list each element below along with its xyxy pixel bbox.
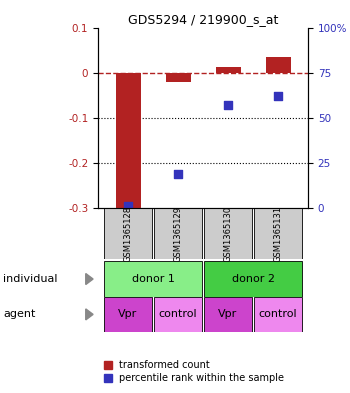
Point	[275, 93, 281, 99]
Bar	[104, 208, 152, 259]
Bar	[154, 297, 202, 332]
Text: donor 1: donor 1	[132, 274, 174, 284]
Bar	[104, 297, 152, 332]
Legend: transformed count, percentile rank within the sample: transformed count, percentile rank withi…	[103, 359, 285, 384]
Text: GSM1365129: GSM1365129	[174, 206, 182, 262]
Bar	[254, 297, 302, 332]
Bar	[154, 208, 202, 259]
Text: GSM1365130: GSM1365130	[224, 206, 232, 262]
Point	[225, 102, 231, 108]
Text: agent: agent	[4, 309, 36, 320]
Bar	[216, 67, 240, 73]
Bar	[204, 261, 302, 297]
Bar	[204, 208, 252, 259]
Point	[175, 171, 181, 177]
Bar	[254, 208, 302, 259]
Text: donor 2: donor 2	[231, 274, 274, 284]
Text: GSM1365131: GSM1365131	[273, 206, 282, 262]
Title: GDS5294 / 219900_s_at: GDS5294 / 219900_s_at	[128, 13, 278, 26]
Bar	[104, 261, 202, 297]
Text: Vpr: Vpr	[118, 309, 138, 320]
Bar	[166, 73, 190, 82]
Bar	[266, 57, 290, 73]
Bar	[204, 297, 252, 332]
Text: individual: individual	[4, 274, 58, 284]
Point	[125, 203, 131, 209]
Text: control: control	[159, 309, 197, 320]
Text: control: control	[259, 309, 297, 320]
Bar	[116, 73, 140, 211]
Text: Vpr: Vpr	[218, 309, 238, 320]
Text: GSM1365128: GSM1365128	[124, 206, 133, 262]
